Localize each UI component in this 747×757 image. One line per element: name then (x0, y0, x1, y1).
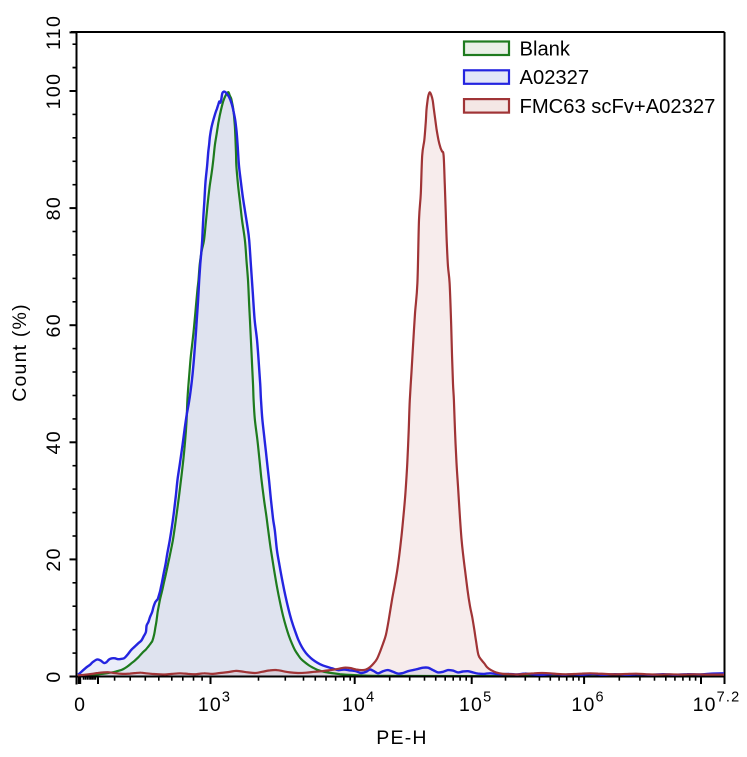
svg-text:FMC63 scFv+A02327: FMC63 scFv+A02327 (520, 96, 716, 118)
svg-text:Count (%): Count (%) (9, 303, 31, 402)
svg-text:0: 0 (43, 670, 65, 682)
svg-text:20: 20 (43, 547, 65, 572)
svg-text:Blank: Blank (520, 38, 571, 60)
svg-text:107.2: 107.2 (693, 690, 741, 717)
svg-text:40: 40 (43, 430, 65, 455)
svg-text:60: 60 (43, 313, 65, 338)
svg-text:100: 100 (43, 73, 65, 110)
svg-text:PE-H: PE-H (376, 727, 427, 749)
svg-text:0: 0 (74, 694, 85, 716)
svg-text:80: 80 (43, 196, 65, 221)
svg-text:110: 110 (43, 15, 65, 50)
svg-text:A02327: A02327 (520, 67, 590, 89)
